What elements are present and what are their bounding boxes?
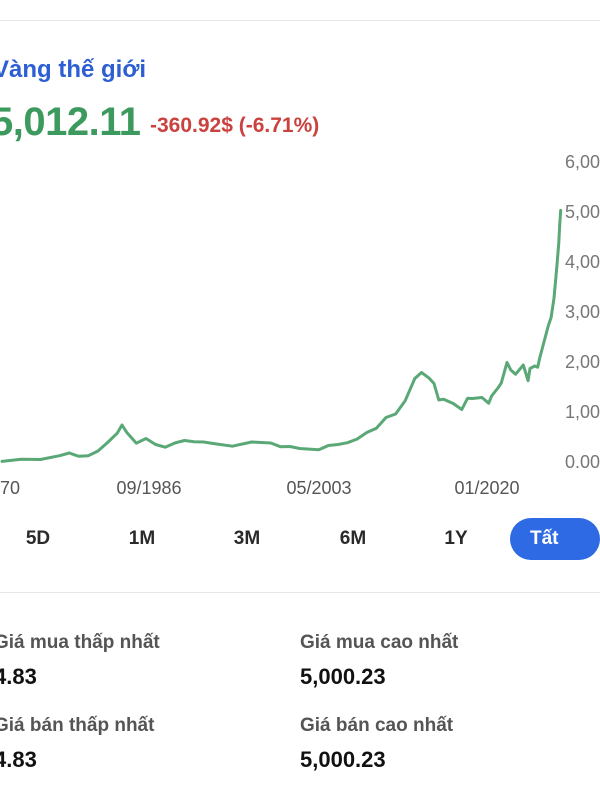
tab-3m[interactable]: 3M <box>233 528 261 549</box>
stat-sell-low-label: Giá bán thấp nhất <box>0 715 155 736</box>
tab-1m[interactable]: 1M <box>128 528 156 549</box>
tab-6m[interactable]: 6M <box>339 528 367 549</box>
x-tick-label: 09/1986 <box>116 478 181 498</box>
y-tick-label: 5,00 <box>565 202 600 222</box>
y-tick-label: 4,00 <box>565 252 600 272</box>
x-tick-label: 05/2003 <box>286 478 351 498</box>
y-tick-label: 2,00 <box>565 352 600 372</box>
tab-5d[interactable]: 5D <box>25 528 51 549</box>
stat-sell-high-label: Giá bán cao nhất <box>300 715 454 736</box>
tab-1y[interactable]: 1Y <box>444 528 468 549</box>
tab-all[interactable]: Tất cả <box>510 518 600 591</box>
stat-sell-high-value: 5,000.23 <box>300 747 386 772</box>
stat-buy-high-value: 5,000.23 <box>300 664 386 689</box>
stat-buy-high-label: Giá mua cao nhất <box>300 632 459 653</box>
price-chart: 0.00 1,00 2,00 3,00 4,00 5,00 6,00 70 09/1986 05… <box>0 152 600 498</box>
range-tabs: 5D 1M 3M 6M 1Y Tất cả <box>0 518 600 591</box>
series-line <box>0 208 563 463</box>
stat-buy-low-label: Giá mua thấp nhất <box>0 632 160 653</box>
asset-title: Vàng thế giới <box>0 56 147 83</box>
y-tick-label: 0.00 <box>565 452 600 472</box>
y-tick-label: 6,00 <box>565 152 600 172</box>
current-price: 5,012.11 <box>0 100 141 144</box>
x-tick-label: 01/2020 <box>454 478 519 498</box>
stat-sell-low-value: 4.83 <box>0 747 37 772</box>
top-divider <box>0 20 600 21</box>
stats-divider <box>0 592 600 593</box>
x-axis-labels: 70 09/1986 05/2003 01/2020 <box>0 478 520 498</box>
x-tick-label: 70 <box>0 478 20 498</box>
y-tick-label: 3,00 <box>565 302 600 322</box>
y-axis-labels: 0.00 1,00 2,00 3,00 4,00 5,00 6,00 <box>565 152 600 472</box>
y-tick-label: 1,00 <box>565 402 600 422</box>
stat-buy-low-value: 4.83 <box>0 664 37 689</box>
price-change: -360.92$ (-6.71%) <box>150 114 320 137</box>
